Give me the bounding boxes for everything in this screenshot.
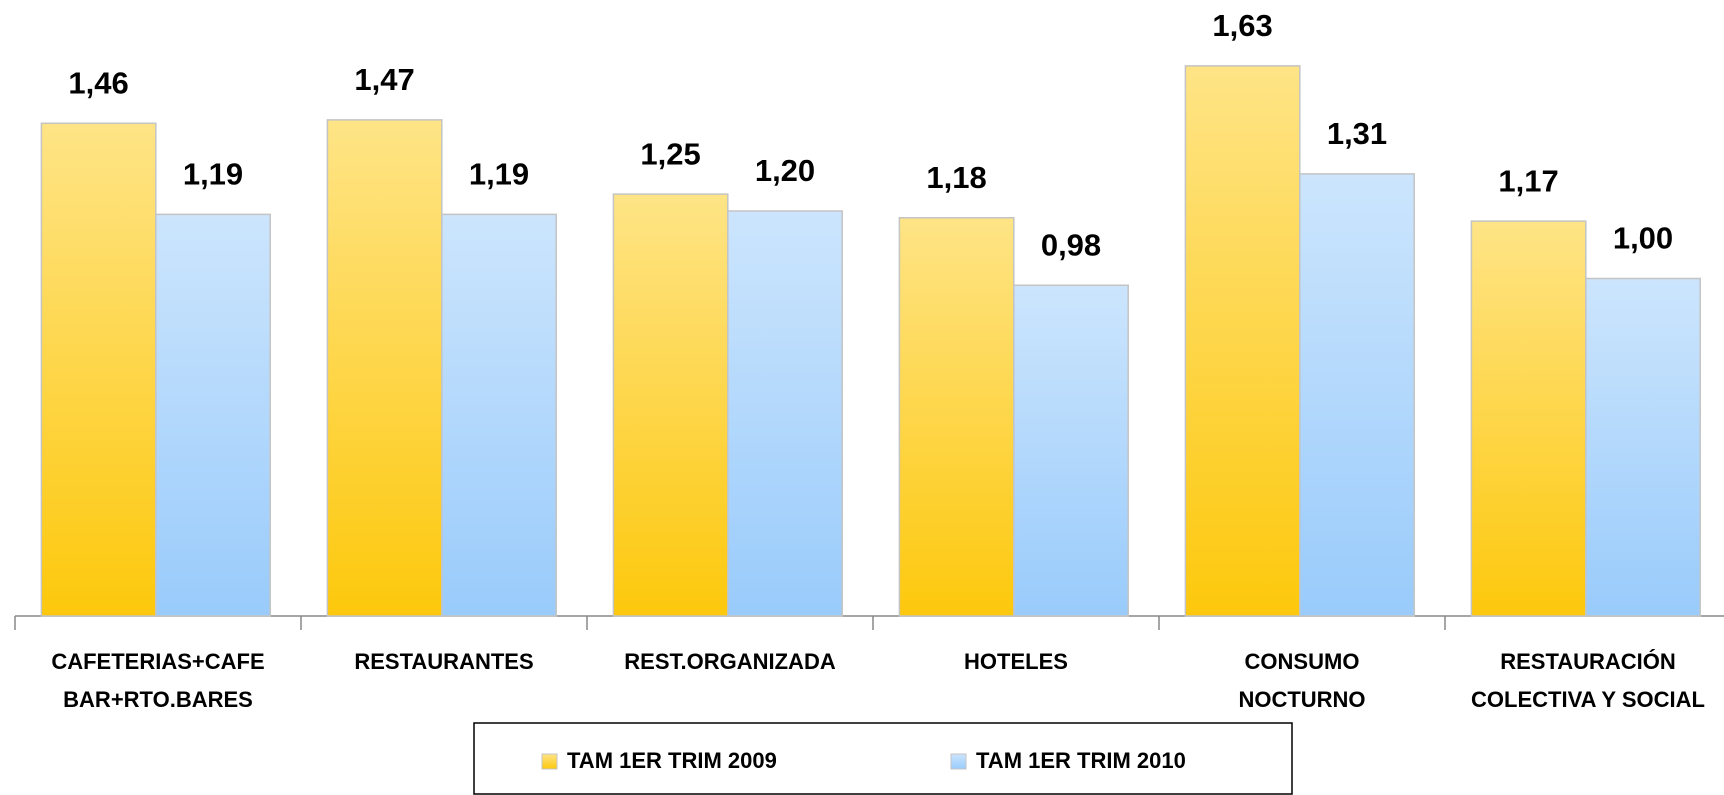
data-label: 1,17 <box>1498 163 1558 198</box>
x-tick-label: HOTELES <box>964 649 1068 674</box>
data-label: 1,19 <box>469 157 529 192</box>
data-label: 1,20 <box>755 153 815 188</box>
x-tick-label: CONSUMO NOCTURNO <box>1238 649 1366 712</box>
bar <box>1013 284 1129 617</box>
x-tick-label: CAFETERIAS+CAFE BAR+RTO.BARES <box>51 649 265 712</box>
data-label: 1,47 <box>354 62 414 97</box>
data-label: 1,25 <box>640 136 700 171</box>
bar <box>727 210 843 617</box>
bar <box>441 213 557 617</box>
data-label: 1,18 <box>926 160 986 195</box>
bar <box>898 217 1015 617</box>
x-tick-label: RESTAURACIÓN COLECTIVA Y SOCIAL <box>1471 649 1705 712</box>
data-label: 1,19 <box>183 157 243 192</box>
data-label: 1,63 <box>1212 8 1272 43</box>
bar <box>1184 65 1301 617</box>
bar <box>1299 173 1415 617</box>
data-label: 1,00 <box>1613 221 1673 256</box>
bar <box>40 122 157 617</box>
data-label: 1,46 <box>68 65 128 100</box>
data-label: 0,98 <box>1041 227 1101 262</box>
legend-label: TAM 1ER TRIM 2009 <box>567 748 777 773</box>
bar <box>326 119 443 617</box>
legend-swatch <box>950 753 967 770</box>
legend-swatch <box>541 753 558 770</box>
data-label: 1,31 <box>1327 116 1387 151</box>
x-tick-label: RESTAURANTES <box>354 649 534 674</box>
bar <box>612 193 729 617</box>
legend-label: TAM 1ER TRIM 2010 <box>976 748 1186 773</box>
bar <box>1470 220 1587 617</box>
legend-box <box>473 722 1293 795</box>
bar <box>1585 277 1701 617</box>
x-tick-label: REST.ORGANIZADA <box>624 649 836 674</box>
bar <box>155 213 271 617</box>
